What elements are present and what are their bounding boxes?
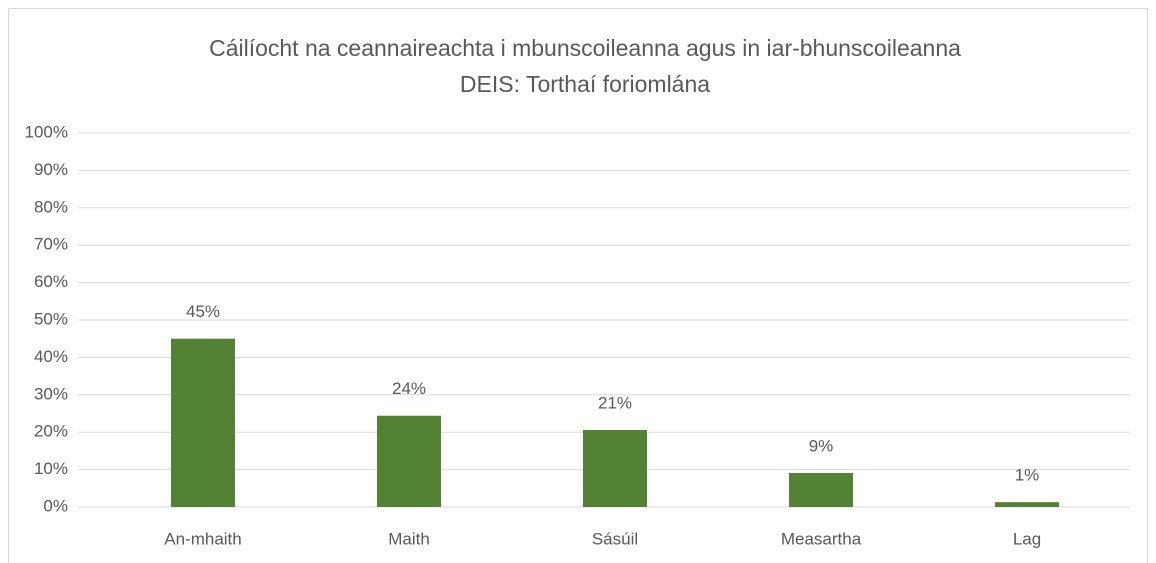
y-tick-label: 100% xyxy=(25,122,68,141)
y-tick-label: 10% xyxy=(34,459,68,478)
y-tick-label: 0% xyxy=(43,496,68,515)
y-tick-label: 30% xyxy=(34,384,68,403)
data-label: 1% xyxy=(1015,466,1040,485)
bar xyxy=(377,415,441,507)
x-tick-label: Lag xyxy=(1013,529,1041,548)
chart-title: DEIS: Torthaí foriomlána xyxy=(460,71,710,97)
y-tick-label: 60% xyxy=(34,272,68,291)
data-label: 21% xyxy=(598,393,632,412)
y-tick-label: 20% xyxy=(34,422,68,441)
y-tick-label: 90% xyxy=(34,160,68,179)
y-tick-label: 40% xyxy=(34,347,68,366)
bar xyxy=(583,429,647,507)
x-tick-label: Maith xyxy=(388,529,430,548)
y-tick-label: 80% xyxy=(34,197,68,216)
x-tick-label: An-mhaith xyxy=(164,529,241,548)
x-tick-label: Sásúil xyxy=(592,529,638,548)
data-label: 24% xyxy=(392,379,426,398)
bar xyxy=(789,472,853,507)
bar xyxy=(995,502,1059,507)
data-label: 9% xyxy=(809,436,834,455)
bar xyxy=(171,338,235,507)
chart-title: Cáilíocht na ceannaireachta i mbunscoile… xyxy=(209,35,961,61)
y-tick-label: 50% xyxy=(34,309,68,328)
data-label: 45% xyxy=(186,302,220,321)
x-tick-label: Measartha xyxy=(781,529,862,548)
y-tick-label: 70% xyxy=(34,235,68,254)
